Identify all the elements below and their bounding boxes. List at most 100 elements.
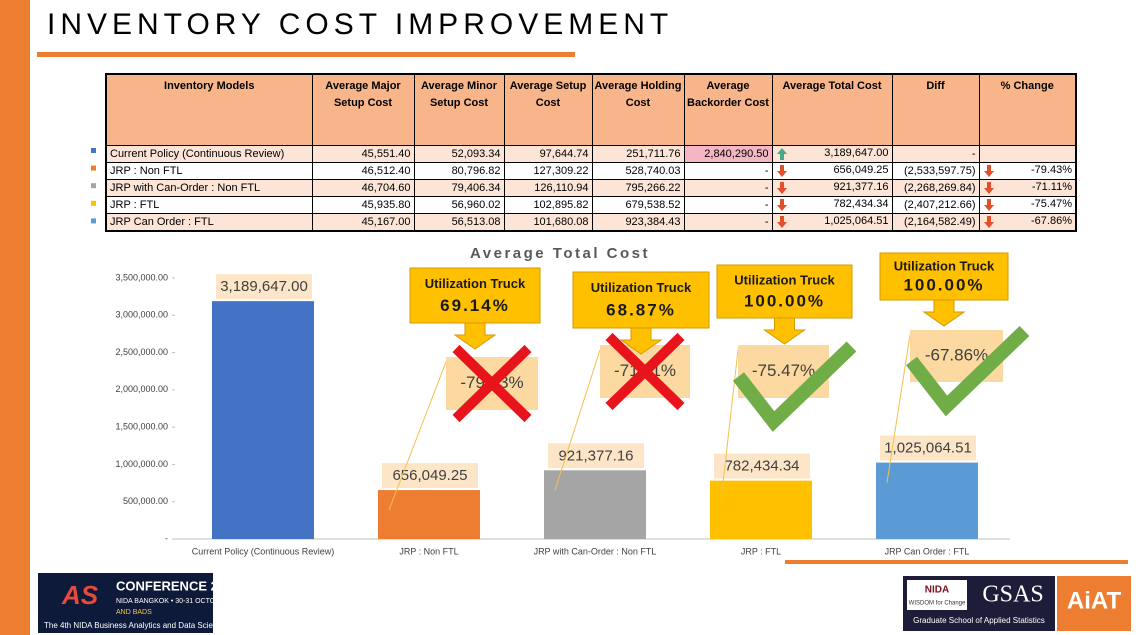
- header-cell: Average Holding Cost: [591, 73, 685, 146]
- header-cell: Inventory Models: [105, 73, 313, 146]
- table-cell: 97,644.74: [503, 145, 593, 163]
- trend-arrow: [776, 165, 787, 177]
- leader-line: [554, 349, 601, 491]
- value-label-bg: [216, 274, 312, 300]
- table-cell: 80,796.82: [413, 162, 505, 180]
- row-marker: [91, 200, 96, 206]
- header-cell: % Change: [978, 73, 1077, 146]
- chart-title: Average Total Cost: [470, 245, 650, 262]
- x-tick-label: JRP Can Order : FTL: [885, 546, 970, 556]
- arrow-shape: [776, 182, 787, 194]
- trend-arrow: [983, 199, 994, 211]
- table-cell: 101,680.08: [503, 213, 593, 232]
- value-label-bg: [548, 443, 644, 469]
- callout-box: [409, 267, 541, 324]
- check-mark: [905, 325, 1030, 417]
- cross-mark: [605, 332, 685, 411]
- leader-line: [388, 361, 447, 511]
- change-label: -67.86%: [925, 345, 988, 364]
- x-tick-label: JRP : Non FTL: [399, 546, 458, 556]
- logo-text: NIDA BANGKOK • 30-31 OCTOBER: [116, 598, 230, 605]
- y-tick-label: 1,500,000.00: [115, 422, 168, 432]
- callout-arrow: [922, 299, 966, 327]
- bar: [876, 462, 978, 539]
- arrow-shape: [983, 165, 994, 177]
- callout-arrow: [619, 327, 663, 355]
- table-cell: 679,538.52: [591, 196, 685, 214]
- table-cell: Current Policy (Continuous Review): [105, 145, 313, 163]
- x-tick-label: JRP : FTL: [741, 546, 781, 556]
- table-cell: 528,740.03: [591, 162, 685, 180]
- table-cell: -67.86%: [978, 213, 1077, 232]
- title-underline: [37, 52, 575, 57]
- header-cell: Diff: [891, 73, 980, 146]
- value-label: 3,189,647.00: [220, 278, 308, 295]
- table-cell: 2,840,290.50: [683, 145, 773, 163]
- table-cell: -71.11%: [978, 179, 1077, 197]
- x-tick-label: Current Policy (Continuous Review): [192, 546, 335, 556]
- arrow-shape: [983, 182, 994, 194]
- cost-table: Inventory Models Average Major Setup Cost…: [105, 73, 1077, 232]
- y-tick-label: 3,500,000.00: [115, 272, 168, 282]
- leader-line: [720, 349, 739, 501]
- table-cell: -: [683, 196, 773, 214]
- row-marker: [91, 183, 96, 189]
- table-cell: (2,533,597.75): [891, 162, 980, 180]
- arrow-shape: [983, 199, 994, 211]
- table-cell: 102,895.82: [503, 196, 593, 214]
- table-cell: 795,266.22: [591, 179, 685, 197]
- callout-title: Utilization Truck: [734, 272, 835, 287]
- table-cell: 79,406.34: [413, 179, 505, 197]
- leader-line: [886, 334, 911, 483]
- table-cell: 56,513.08: [413, 213, 505, 232]
- logo-mark: AS: [61, 580, 99, 610]
- y-tick-label: 2,000,000.00: [115, 384, 168, 394]
- side-stripe: [0, 0, 30, 635]
- table-row: JRP : FTL 45,935.80 56,960.02 102,895.82 679…: [105, 196, 1077, 214]
- table-body: Current Policy (Continuous Review) 45,551…: [105, 145, 1077, 232]
- footer-line: [785, 560, 1128, 564]
- table-cell: 46,704.60: [311, 179, 415, 197]
- header-cell: Average Setup Cost: [503, 73, 593, 146]
- header-cell: Average Major Setup Cost: [311, 73, 415, 146]
- bar: [544, 470, 646, 539]
- logo-text: CONFERENCE 2019: [116, 578, 240, 593]
- value-label: 1,025,064.51: [884, 440, 972, 457]
- table-cell: 3,189,647.00: [771, 145, 893, 163]
- logo-bg: [1057, 576, 1131, 631]
- arrow-shape: [776, 216, 787, 228]
- table-cell: -: [683, 162, 773, 180]
- table-cell: 45,935.80: [311, 196, 415, 214]
- callout-box: [879, 252, 1009, 301]
- arrow-shape: [776, 165, 787, 177]
- callout-title: Utilization Truck: [894, 259, 995, 274]
- utilization-label: 100.00%: [903, 275, 984, 294]
- table-cell: JRP : FTL: [105, 196, 313, 214]
- header-cell: Average Minor Setup Cost: [413, 73, 505, 146]
- row-marker: [91, 218, 96, 224]
- slide-title: INVENTORY COST IMPROVEMENT: [47, 8, 673, 41]
- y-tick-label: 1,000,000.00: [115, 459, 168, 469]
- utilization-label: 100.00%: [744, 292, 825, 311]
- logo-text: AiAT: [1067, 587, 1122, 614]
- header-cell: Average Backorder Cost: [683, 73, 773, 146]
- table-cell: 1,025,064.51: [771, 213, 893, 232]
- table-row: Current Policy (Continuous Review) 45,551…: [105, 145, 1077, 163]
- trend-arrow: [776, 182, 787, 194]
- table-cell: (2,268,269.84): [891, 179, 980, 197]
- callout-arrow: [762, 317, 807, 345]
- logo-bg: [38, 573, 213, 633]
- value-label-bg: [880, 435, 976, 461]
- table-cell: 56,960.02: [413, 196, 505, 214]
- table-cell: 921,377.16: [771, 179, 893, 197]
- trend-arrow: [983, 182, 994, 194]
- bar: [212, 301, 314, 539]
- callout-title: Utilization Truck: [591, 280, 692, 295]
- conference-logo: AS CONFERENCE 2019 NIDA BANGKOK • 30-31 …: [38, 573, 240, 633]
- table-cell: -75.47%: [978, 196, 1077, 214]
- table-cell: 923,384.43: [591, 213, 685, 232]
- value-label-bg: [714, 453, 810, 479]
- trend-arrow: [776, 216, 787, 228]
